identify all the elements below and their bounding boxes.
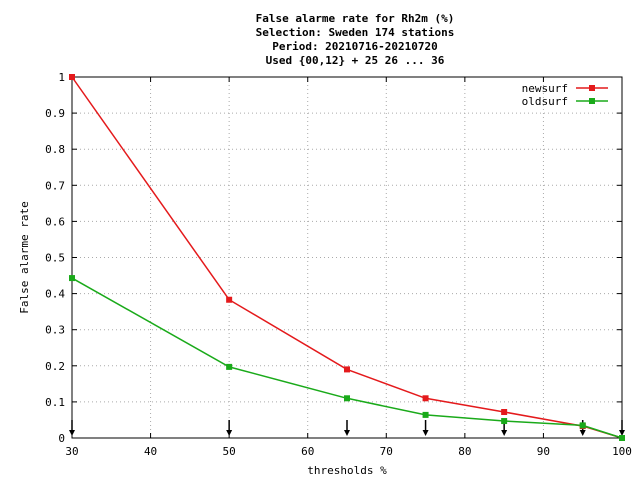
- y-tick-label: 0.2: [45, 360, 65, 373]
- axis-labels: 30 40 50 60 70 80 90 100 0 0.1 0.2 0.3 0.4 0.5 0.6 0.7 0…: [18, 71, 632, 477]
- y-tick-label: 1: [58, 71, 65, 84]
- y-tick-label: 0.1: [45, 396, 65, 409]
- x-tick-label: 70: [380, 445, 393, 458]
- y-axis-label: False alarme rate: [18, 201, 31, 314]
- x-axis-label: thresholds %: [307, 464, 387, 477]
- chart-title-line: False alarme rate for Rh2m (%): [256, 12, 455, 25]
- x-tick-label: 100: [612, 445, 632, 458]
- y-tick-label: 0: [58, 432, 65, 445]
- data-point-oldsurf: [344, 395, 350, 402]
- grid: [72, 77, 622, 438]
- y-tick-label: 0.9: [45, 107, 65, 120]
- data-point-newsurf: [226, 296, 233, 303]
- data-point-newsurf: [501, 409, 508, 416]
- threshold-arrow-head: [344, 430, 350, 436]
- y-tick-label: 0.3: [45, 324, 65, 337]
- y-tick-label: 0.7: [45, 179, 65, 192]
- series-lines: [69, 74, 625, 441]
- data-point-oldsurf: [501, 418, 508, 425]
- series-line-oldsurf: [71, 277, 623, 439]
- data-point-oldsurf: [226, 363, 233, 370]
- x-tick-label: 40: [144, 445, 157, 458]
- threshold-markers: [69, 420, 625, 436]
- data-point-oldsurf: [69, 275, 75, 282]
- data-point-oldsurf: [619, 435, 625, 441]
- legend-label-newsurf: newsurf: [522, 82, 568, 95]
- data-point-newsurf: [422, 395, 429, 402]
- data-point-newsurf: [344, 366, 350, 373]
- threshold-arrow-head: [422, 430, 429, 436]
- x-tick-label: 30: [65, 445, 78, 458]
- x-tick-label: 60: [301, 445, 314, 458]
- threshold-arrow-head: [579, 430, 586, 436]
- axes: [71, 76, 623, 439]
- legend-label-oldsurf: oldsurf: [522, 95, 568, 108]
- x-tick-label: 90: [537, 445, 550, 458]
- legend-marker-oldsurf: [589, 98, 595, 104]
- threshold-arrow-head: [501, 430, 508, 436]
- plot-frame: [71, 76, 623, 439]
- data-point-oldsurf: [579, 422, 586, 429]
- chart-title-line: Selection: Sweden 174 stations: [256, 26, 455, 39]
- x-tick-label: 50: [223, 445, 236, 458]
- y-tick-label: 0.4: [45, 288, 65, 301]
- threshold-arrow-head: [619, 430, 625, 436]
- legend-marker-newsurf: [589, 85, 595, 91]
- data-point-oldsurf: [422, 411, 429, 418]
- threshold-arrow-head: [226, 430, 233, 436]
- y-tick-label: 0.6: [45, 215, 65, 228]
- chart-title-line: Used {00,12} + 25 26 ... 36: [266, 54, 445, 67]
- chart-title-line: Period: 20210716-20210720: [272, 40, 438, 53]
- x-tick-label: 80: [458, 445, 471, 458]
- threshold-arrow-head: [69, 430, 75, 436]
- chart-title: False alarme rate for Rh2m (%)Selection:…: [256, 12, 455, 67]
- y-tick-label: 0.5: [45, 252, 65, 265]
- data-point-newsurf: [69, 74, 75, 80]
- y-tick-label: 0.8: [45, 143, 65, 156]
- series-line-newsurf: [71, 76, 623, 439]
